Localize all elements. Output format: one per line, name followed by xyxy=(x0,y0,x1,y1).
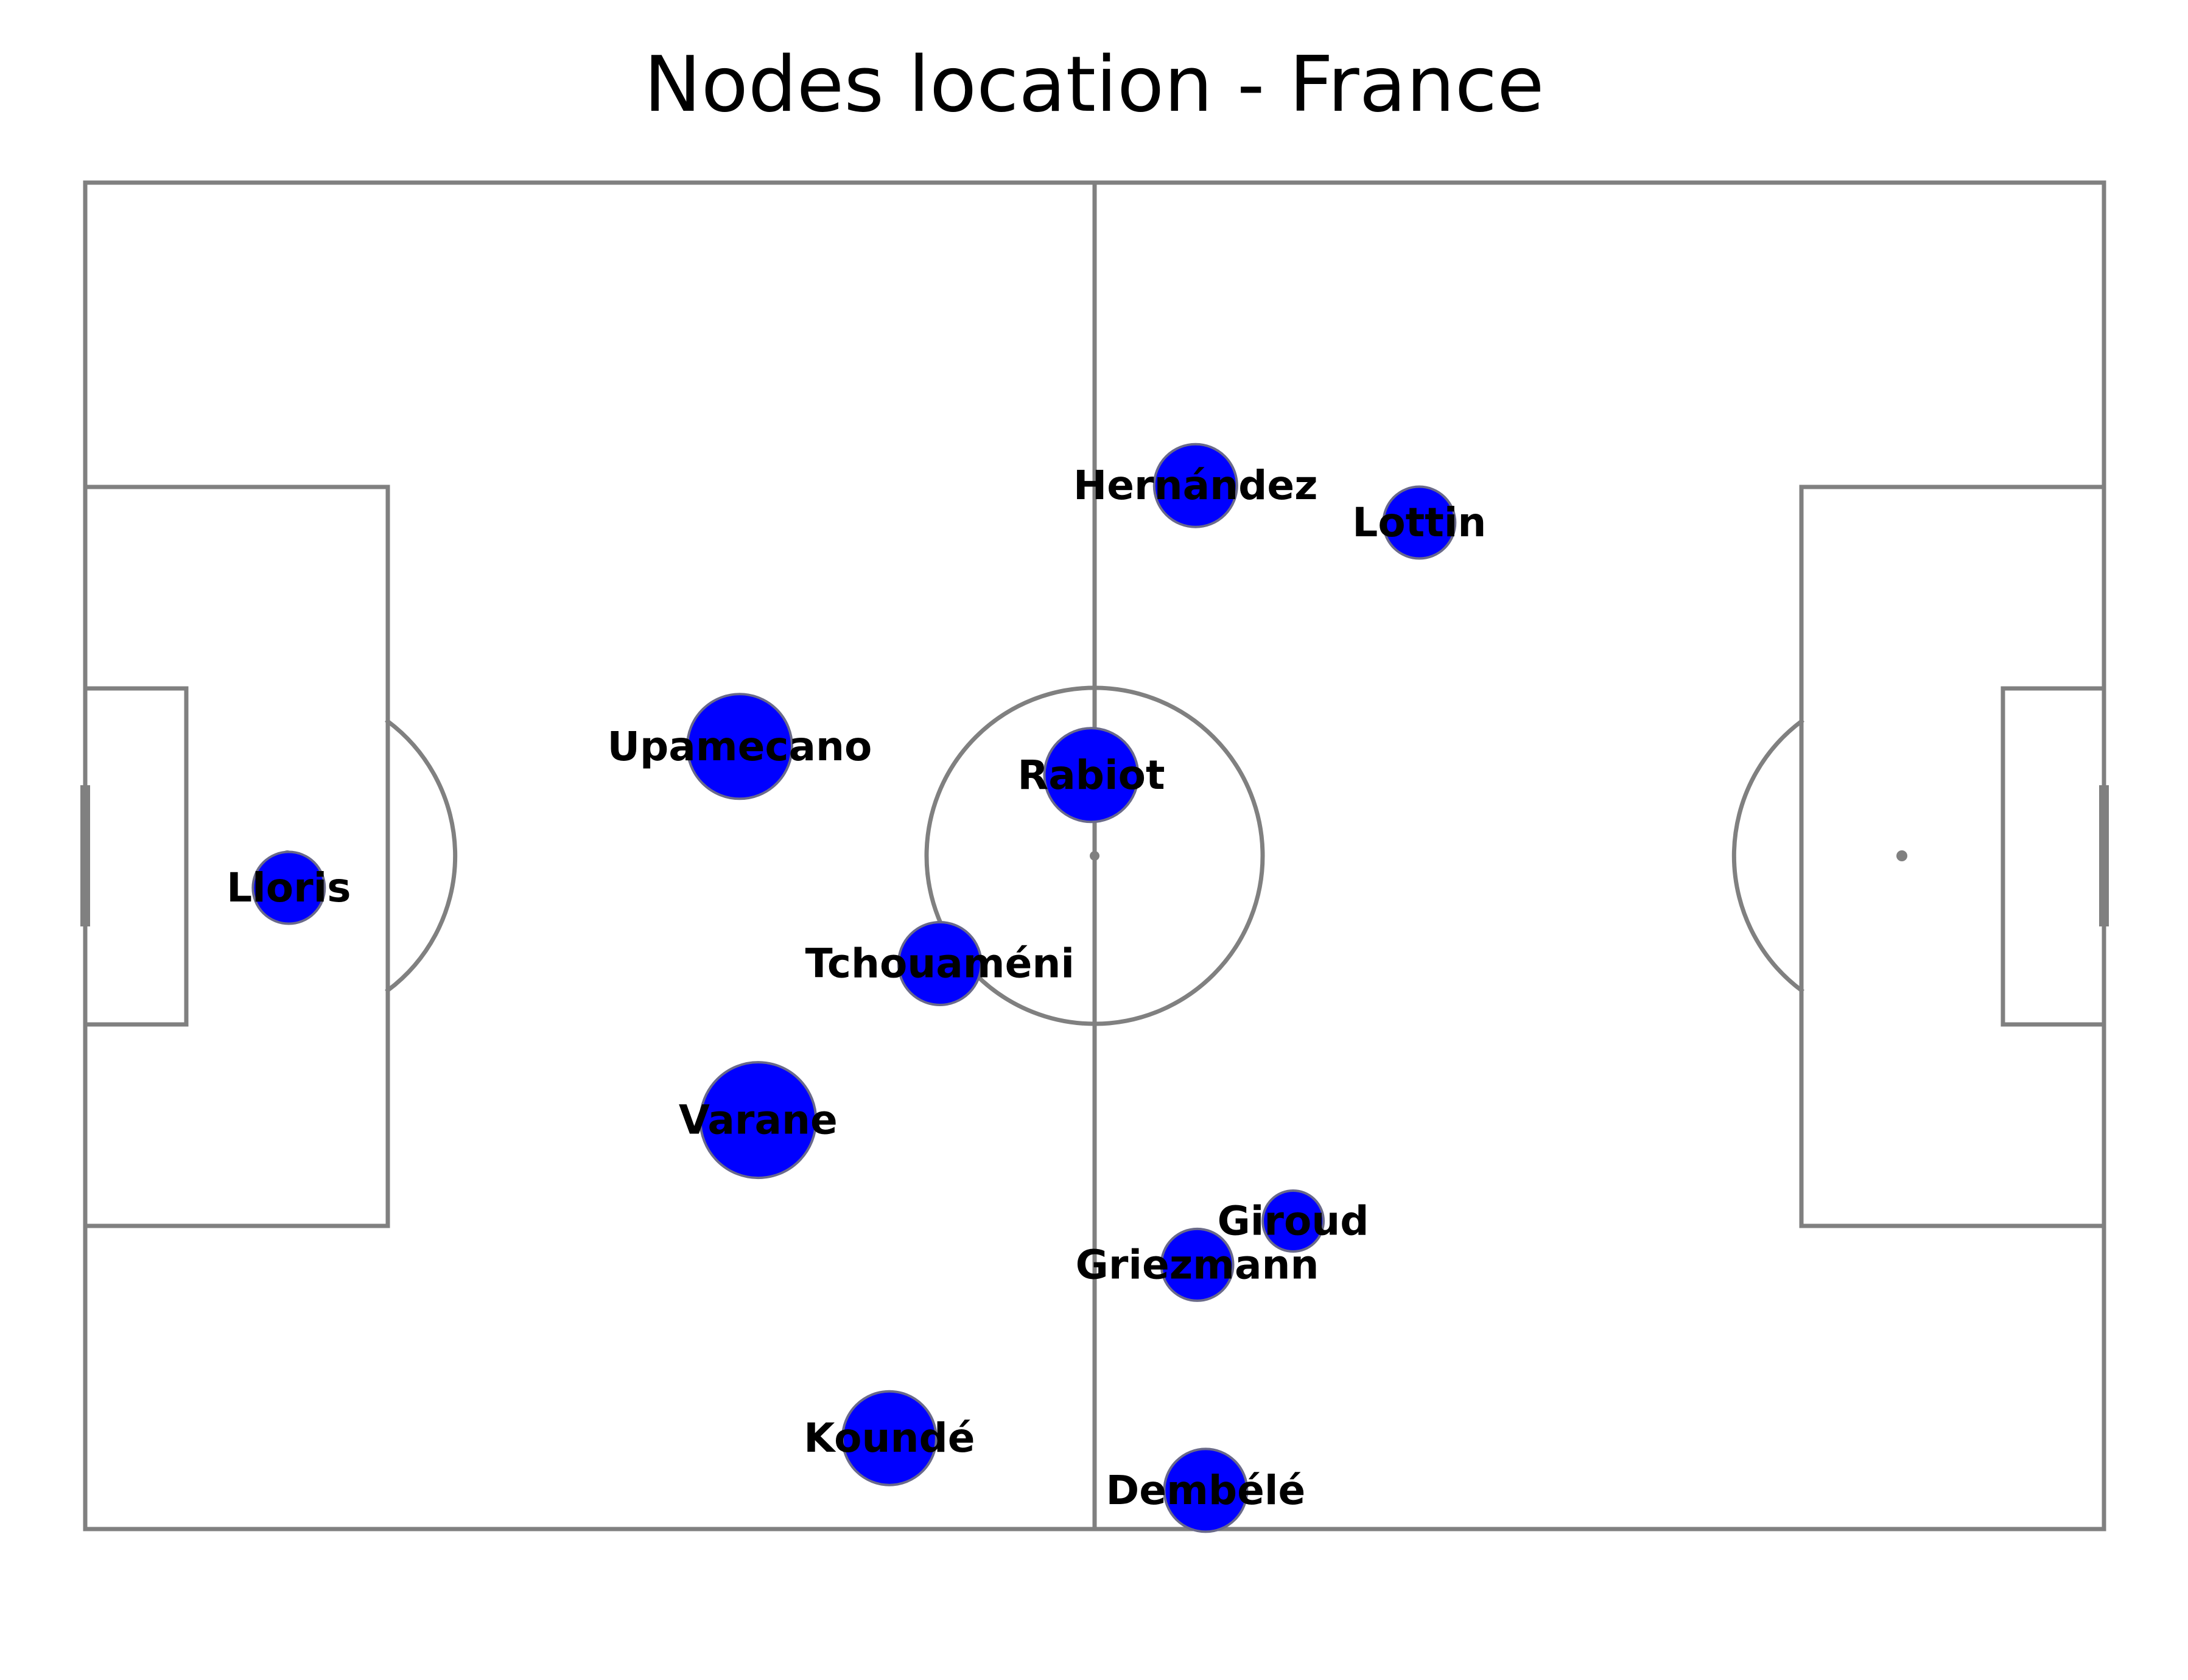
player-node xyxy=(686,693,793,800)
player-node xyxy=(1382,485,1457,560)
player-node-group: Koundé xyxy=(804,1390,975,1486)
player-label: Dembélé xyxy=(1106,1467,1306,1514)
player-label: Griezmann xyxy=(1076,1241,1319,1288)
player-node xyxy=(251,850,326,925)
player-label: Varane xyxy=(679,1097,838,1144)
player-node xyxy=(897,920,983,1006)
football-pitch xyxy=(80,180,2109,1531)
player-node-group: Giroud xyxy=(1218,1189,1369,1253)
right-penalty-arc xyxy=(1731,718,1804,993)
player-node-group: Lloris xyxy=(226,850,351,925)
player-node-group: Tchouaméni xyxy=(805,920,1075,1006)
left-penalty-area xyxy=(83,485,390,1228)
center-circle xyxy=(924,685,1265,1026)
right-penalty-spot xyxy=(1896,850,1907,861)
player-node-group: Lottin xyxy=(1352,485,1486,560)
player-label: Tchouaméni xyxy=(805,940,1075,987)
player-label: Lloris xyxy=(226,864,351,911)
chart-title: Nodes location - France xyxy=(643,40,1544,129)
player-node xyxy=(1043,727,1140,824)
center-spot xyxy=(1090,851,1099,861)
player-label: Upamecano xyxy=(607,723,872,770)
player-label: Lottin xyxy=(1352,499,1486,546)
right-penalty-area xyxy=(1799,485,2106,1228)
player-nodes: Hernández Lottin Upamecano Rabiot Lloris Tcho… xyxy=(226,443,1486,1533)
player-node xyxy=(1163,1447,1249,1533)
player-node xyxy=(699,1061,818,1180)
player-label: Rabiot xyxy=(1017,752,1165,799)
player-label: Hernández xyxy=(1073,462,1317,509)
player-node-group: Varane xyxy=(679,1061,838,1180)
right-six-yard-box xyxy=(2000,686,2106,1027)
player-label: Koundé xyxy=(804,1415,975,1461)
player-node xyxy=(1152,443,1238,528)
player-label: Giroud xyxy=(1218,1198,1369,1245)
player-node-group: Dembélé xyxy=(1106,1447,1306,1533)
player-node-group: Upamecano xyxy=(607,693,872,800)
left-penalty-arc xyxy=(385,718,458,993)
player-node-group: Griezmann xyxy=(1076,1227,1319,1302)
player-node xyxy=(1261,1189,1325,1253)
player-node-group: Rabiot xyxy=(1017,727,1165,824)
player-node xyxy=(841,1390,938,1486)
player-node-group: Hernández xyxy=(1073,443,1318,528)
left-six-yard-box xyxy=(83,686,189,1027)
player-node xyxy=(1160,1227,1235,1302)
